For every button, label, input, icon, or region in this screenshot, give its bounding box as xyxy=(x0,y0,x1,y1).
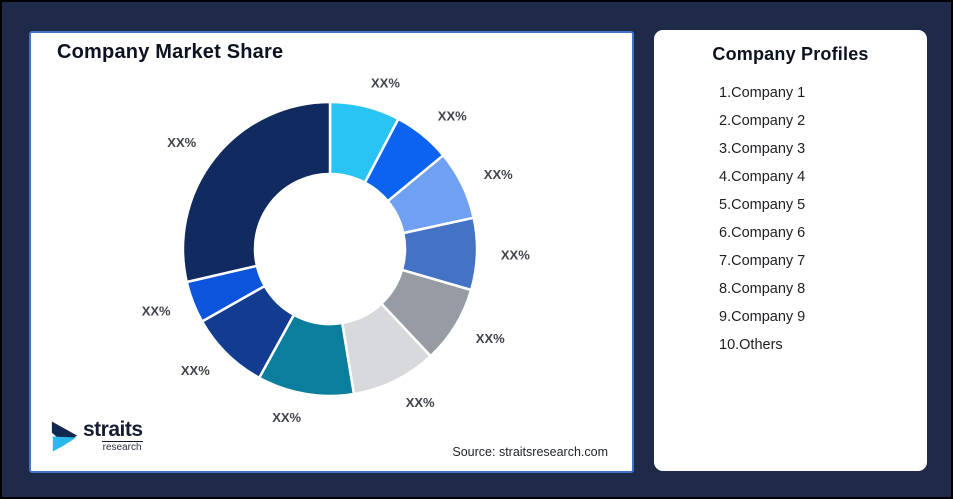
profiles-title: Company Profiles xyxy=(712,44,869,64)
donut-chart: XX% XX% XX% XX% XX% XX% XX% XX% XX% XX% xyxy=(142,76,531,426)
profiles-list: 1.Company 1 2.Company 2 3.Company 3 4.Compa… xyxy=(719,79,927,359)
profile-list-item: 6.Company 6 xyxy=(719,225,806,241)
source-attribution: Source: straitsresearch.com xyxy=(452,445,608,459)
profile-list-item: 9.Company 9 xyxy=(719,309,806,325)
donut-segment-others xyxy=(181,100,332,284)
segment-value-label: XX% xyxy=(406,395,435,410)
segment-value-label: XX% xyxy=(167,135,196,150)
company-profiles-card: Company Profiles 1.Company 1 2.Company 2 3… xyxy=(654,30,927,471)
segment-value-label: XX% xyxy=(438,109,467,124)
straits-research-logo: straits research xyxy=(50,419,143,453)
logo-brand-text: straits xyxy=(83,418,143,441)
segment-value-label: XX% xyxy=(371,76,400,91)
logo-mark-bottom-chevron xyxy=(52,436,77,451)
profile-list-item: 3.Company 3 xyxy=(719,141,806,157)
profile-list-item: 10.Others xyxy=(719,337,783,353)
profile-list-item: 4.Company 4 xyxy=(719,169,806,185)
segment-value-label: XX% xyxy=(501,247,530,262)
profile-list-item: 8.Company 8 xyxy=(719,281,806,297)
profile-list-item: 7.Company 7 xyxy=(719,253,806,269)
segment-value-label: XX% xyxy=(476,331,505,346)
segment-value-label: XX% xyxy=(272,410,301,425)
profile-list-item: 5.Company 5 xyxy=(719,197,806,213)
segment-value-label: XX% xyxy=(484,167,513,182)
segment-value-label: XX% xyxy=(181,363,210,378)
profile-list-item: 2.Company 2 xyxy=(719,113,806,129)
market-share-card: Company Market Share XX% XX% XX% XX% XX% XX% X… xyxy=(29,31,634,473)
logo-mark-icon xyxy=(51,421,78,451)
profile-list-item: 1.Company 1 xyxy=(719,85,806,101)
logo-sub-text: research xyxy=(101,441,143,453)
chart-title: Company Market Share xyxy=(57,41,284,63)
logo-text: straits research xyxy=(83,419,143,453)
segment-value-label: XX% xyxy=(142,303,171,318)
